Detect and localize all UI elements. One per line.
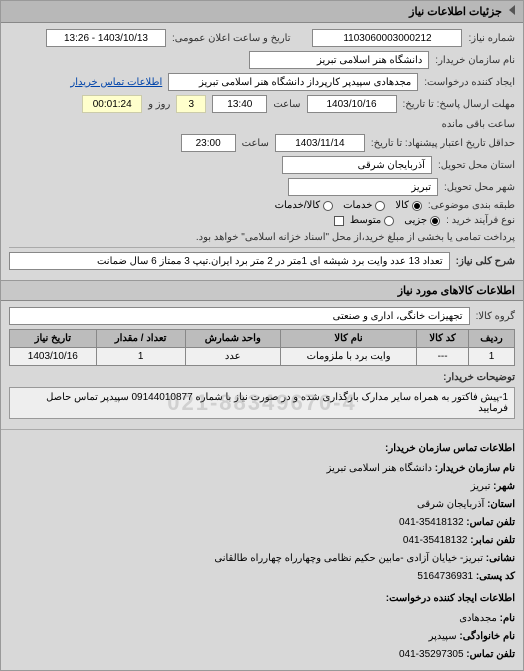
cell-row: 1 <box>468 348 514 366</box>
req-section-title: اطلاعات ایجاد کننده درخواست: <box>9 590 515 608</box>
req-no-label: شماره نیاز: <box>468 33 515 44</box>
radio-goods[interactable]: کالا <box>395 200 422 211</box>
province-field: آذربایجان شرقی <box>282 156 432 174</box>
at-label-2: ساعت <box>242 138 269 149</box>
budget-type-label: طبقه بندی موضوعی: <box>428 200 515 211</box>
radio-dot-icon <box>375 201 385 211</box>
c-name-label: نام: <box>500 613 515 624</box>
req-no-field: 1103060003000212 <box>312 29 462 47</box>
c-name: مجدهادی <box>459 613 497 624</box>
validity-label: حداقل تاریخ اعتبار پیشنهاد: تا تاریخ: <box>371 138 515 149</box>
buyer-notes-text: 1-پیش فاکتور به همراه سایر مدارک بارگذار… <box>46 392 508 414</box>
deadline-time-field: 13:40 <box>212 95 267 113</box>
pub-date-field: 1403/10/13 - 13:26 <box>46 29 166 47</box>
remain-label: ساعت باقی مانده <box>442 119 515 130</box>
c-fax: 35418132-041 <box>403 535 468 546</box>
treasury-checkbox[interactable] <box>334 216 344 226</box>
purchase-type-label: نوع فرآیند خرید : <box>446 215 515 226</box>
radio-dot-icon <box>430 216 440 226</box>
col-row: ردیف <box>468 330 514 348</box>
remain-time-field: 00:01:24 <box>82 95 142 113</box>
radio-medium-label: متوسط <box>350 215 381 226</box>
section-title: جزئیات اطلاعات نیاز <box>409 6 502 18</box>
subject-label: شرح کلی نیاز: <box>456 256 515 267</box>
radio-dot-icon <box>412 201 422 211</box>
radio-dot-icon <box>323 201 333 211</box>
buyer-notes-label: توضیحات خریدار: <box>443 372 515 383</box>
requester-field: مجدهادی سپیدپر کارپرداز دانشگاه هنر اسلا… <box>168 73 418 91</box>
c-postal-label: کد پستی: <box>476 571 515 582</box>
radio-goods-label: کالا <box>395 200 409 211</box>
c-fax-label: تلفن نمابر: <box>470 535 515 546</box>
table-row: 1 --- وایت برد با ملزومات عدد 1 1403/10/… <box>10 348 515 366</box>
radio-medium[interactable]: متوسط <box>350 215 394 226</box>
budget-radio-group: کالا خدمات کالا/خدمات <box>275 200 422 211</box>
c-org-label: نام سازمان خریدار: <box>435 463 515 474</box>
contact-link[interactable]: اطلاعات تماس خریدار <box>70 77 162 88</box>
buyer-name-field: دانشگاه هنر اسلامی تبریز <box>249 51 429 69</box>
city-field: تبریز <box>288 178 438 196</box>
radio-small-label: جزیی <box>404 215 427 226</box>
payment-note: پرداخت تمامی یا بخشی از مبلغ خرید،از محل… <box>196 232 515 243</box>
collapse-icon <box>509 5 515 15</box>
at-label-1: ساعت <box>273 99 300 110</box>
buyer-name-label: نام سازمان خریدار: <box>435 55 515 66</box>
subject-field: تعداد 13 عدد وایت برد شیشه ای 1متر در 2 … <box>9 252 450 270</box>
remain-days-label: روز و <box>148 99 170 110</box>
col-code: کد کالا <box>417 330 469 348</box>
pub-date-label: تاریخ و ساعت اعلان عمومی: <box>172 33 291 44</box>
cell-name: وایت برد با ملزومات <box>280 348 416 366</box>
deadline-date-field: 1403/10/16 <box>307 95 397 113</box>
radio-gs-label: کالا/خدمات <box>275 200 321 211</box>
c-reqphone: 35297305-041 <box>399 649 464 660</box>
cell-qty: 1 <box>96 348 185 366</box>
c-phone-label: تلفن تماس: <box>466 517 515 528</box>
col-name: نام کالا <box>280 330 416 348</box>
radio-dot-icon <box>384 216 394 226</box>
radio-small[interactable]: جزیی <box>404 215 440 226</box>
group-label: گروه کالا: <box>476 311 515 322</box>
c-lname: سپیدپر <box>429 631 457 642</box>
col-qty: تعداد / مقدار <box>96 330 185 348</box>
c-addr-label: نشانی: <box>486 553 515 564</box>
purchase-radio-group: جزیی متوسط <box>350 215 440 226</box>
remain-days-field: 3 <box>176 95 206 113</box>
group-field: تجهیزات خانگی، اداری و صنعتی <box>9 307 470 325</box>
c-postal: 5164736931 <box>417 571 473 582</box>
deadline-label: مهلت ارسال پاسخ: تا تاریخ: <box>403 99 515 110</box>
contact-section: اطلاعات تماس سازمان خریدار: نام سازمان خ… <box>1 434 523 670</box>
radio-services-label: خدمات <box>343 200 372 211</box>
radio-goods-services[interactable]: کالا/خدمات <box>275 200 334 211</box>
buyer-notes-area: 1-پیش فاکتور به همراه سایر مدارک بارگذار… <box>9 387 515 419</box>
cell-code: --- <box>417 348 469 366</box>
requester-label: ایجاد کننده درخواست: <box>424 77 515 88</box>
cell-date: 1403/10/16 <box>10 348 97 366</box>
c-addr: تبریز- خیایان آزادی -مابین حکیم نظامی وچ… <box>214 553 483 564</box>
validity-time-field: 23:00 <box>181 134 236 152</box>
c-city: تبریز <box>471 481 491 492</box>
items-header: اطلاعات کالاهای مورد نیاز <box>1 280 523 301</box>
c-prov: آذربایجان شرقی <box>417 499 484 510</box>
contact-section-title: اطلاعات تماس سازمان خریدار: <box>9 440 515 458</box>
c-lname-label: نام خانوادگی: <box>459 631 515 642</box>
c-reqphone-label: تلفن تماس: <box>466 649 515 660</box>
c-prov-label: استان: <box>487 499 515 510</box>
col-date: تاریخ نیاز <box>10 330 97 348</box>
city-label: شهر محل تحویل: <box>444 182 515 193</box>
c-city-label: شهر: <box>493 481 515 492</box>
c-phone: 35418132-041 <box>399 517 464 528</box>
validity-date-field: 1403/11/14 <box>275 134 365 152</box>
province-label: استان محل تحویل: <box>438 160 515 171</box>
items-table: ردیف کد کالا نام کالا واحد شمارش تعداد /… <box>9 329 515 366</box>
col-unit: واحد شمارش <box>185 330 280 348</box>
radio-services[interactable]: خدمات <box>343 200 385 211</box>
c-org: دانشگاه هنر اسلامی تبریز <box>327 463 432 474</box>
cell-unit: عدد <box>185 348 280 366</box>
